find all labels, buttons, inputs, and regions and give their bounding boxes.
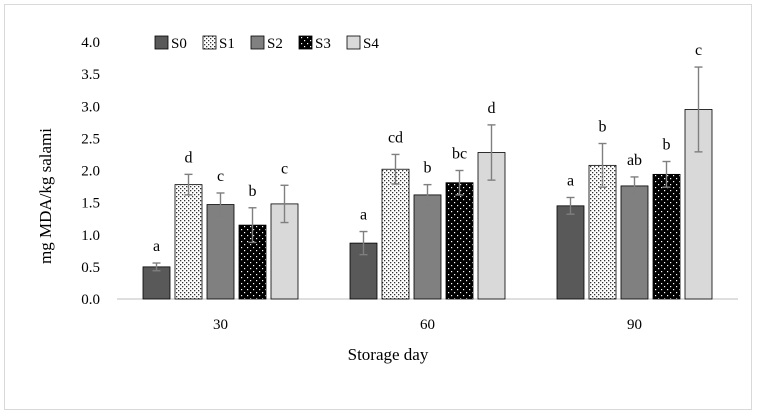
x-axis: 30 60 90 [117, 298, 738, 333]
legend: S0 S1 S2 S3 S4 [154, 35, 379, 52]
significance-letter: d [488, 100, 496, 117]
bar-s3-60 [445, 182, 474, 300]
bar-s2-90 [620, 185, 649, 300]
bar-s4-30 [270, 203, 299, 300]
bar-s2-30 [206, 204, 235, 300]
legend-swatch-s3 [298, 35, 313, 50]
x-axis-title: Storage day [348, 345, 429, 364]
legend-swatch-s1 [202, 35, 217, 50]
legend-label-s2: S2 [267, 36, 283, 52]
y-tick-label: 3.0 [81, 99, 100, 115]
significance-letter: b [424, 160, 432, 177]
bar-s1-60 [381, 168, 410, 300]
bar-s0-30 [142, 266, 171, 300]
legend-label-s4: S4 [363, 36, 379, 52]
y-tick-label: 2.0 [81, 164, 100, 180]
x-tick-label: 90 [627, 317, 642, 333]
y-axis-title: mg MDA/kg salami [36, 128, 55, 264]
y-tick-label: 4.0 [81, 35, 100, 51]
y-axis: 0.0 0.5 1.0 1.5 2.0 2.5 3.0 3.5 4.0 [81, 35, 100, 308]
significance-letter: c [281, 160, 288, 177]
x-tick-label: 60 [420, 317, 435, 333]
chart-frame [4, 4, 752, 410]
y-tick-label: 1.5 [81, 196, 100, 212]
significance-letter: d [185, 149, 193, 166]
significance-letter: a [567, 172, 574, 189]
significance-letter: b [663, 137, 671, 154]
x-tick-label: 30 [213, 317, 228, 333]
bar-s1-30 [174, 184, 203, 300]
significance-letter: bc [452, 146, 467, 163]
legend-swatch-s2 [250, 35, 265, 50]
significance-letter: cd [388, 129, 403, 146]
significance-letter: c [695, 42, 702, 59]
bar-s3-90 [652, 173, 681, 300]
legend-label-s3: S3 [315, 36, 331, 52]
significance-letter: b [249, 183, 257, 200]
bar-s0-90 [556, 205, 585, 300]
bar-s2-60 [413, 194, 442, 300]
legend-swatch-s0 [154, 35, 169, 50]
significance-letter: a [153, 238, 160, 255]
legend-swatch-s4 [346, 35, 361, 50]
legend-label-s0: S0 [171, 36, 187, 52]
significance-letter: a [360, 207, 367, 224]
legend-label-s1: S1 [219, 36, 235, 52]
y-tick-label: 0.0 [81, 292, 100, 308]
y-tick-label: 2.5 [81, 131, 100, 147]
significance-letter: b [599, 119, 607, 136]
y-tick-label: 3.5 [81, 67, 100, 83]
y-tick-label: 0.5 [81, 260, 100, 276]
y-tick-label: 1.0 [81, 228, 100, 244]
significance-letter: ab [627, 152, 642, 169]
significance-letter: c [217, 168, 224, 185]
